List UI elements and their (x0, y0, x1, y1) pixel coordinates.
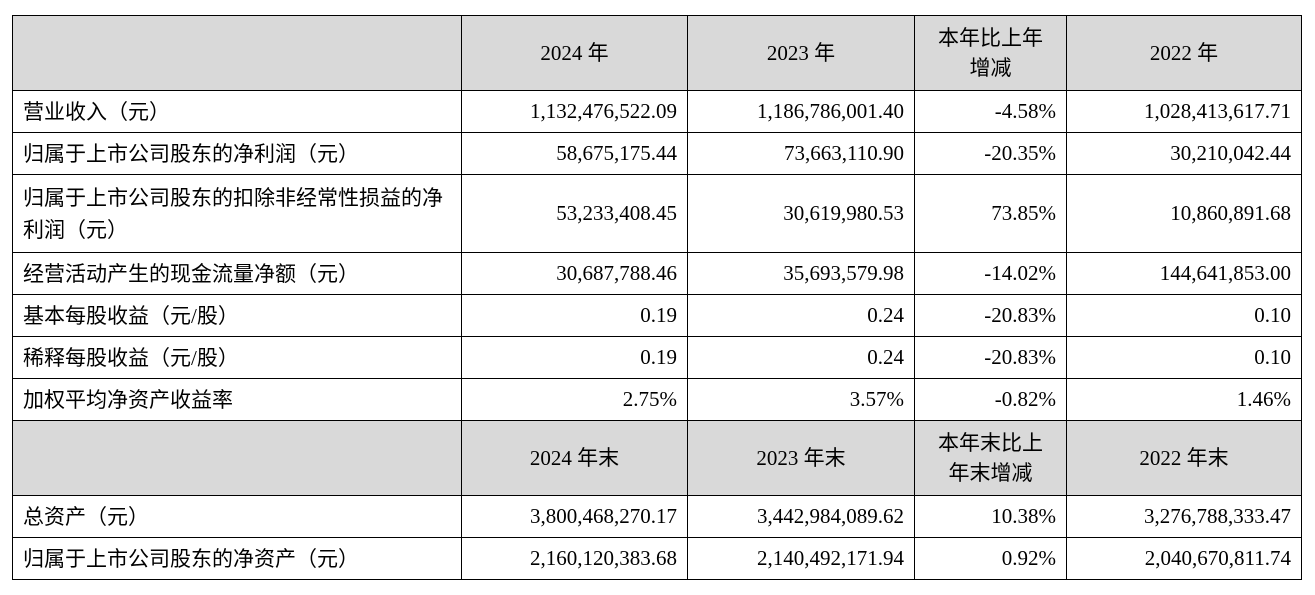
header-row-year-end: 2024 年末 2023 年末 本年末比上年末增减 2022 年末 (12, 420, 1302, 496)
row-label: 营业收入（元） (12, 90, 462, 133)
cell-2023: 73,663,110.90 (687, 132, 915, 175)
header-blank-cell (12, 420, 462, 496)
cell-2024: 53,233,408.45 (461, 174, 688, 253)
cell-2023: 0.24 (687, 294, 915, 337)
cell-change: -20.35% (914, 132, 1067, 175)
header-2023: 2023 年 (687, 15, 915, 91)
cell-2023-end: 2,140,492,171.94 (687, 537, 915, 580)
cell-2022: 0.10 (1066, 294, 1302, 337)
cell-2022: 30,210,042.44 (1066, 132, 1302, 175)
row-label: 总资产（元） (12, 495, 462, 538)
header-2023-end: 2023 年末 (687, 420, 915, 496)
header-2022: 2022 年 (1066, 15, 1302, 91)
header-blank-cell (12, 15, 462, 91)
table-row: 总资产（元） 3,800,468,270.17 3,442,984,089.62… (12, 495, 1302, 538)
table-row: 归属于上市公司股东的净利润（元） 58,675,175.44 73,663,11… (12, 132, 1302, 175)
cell-2024: 1,132,476,522.09 (461, 90, 688, 133)
cell-2024: 0.19 (461, 336, 688, 379)
header-change: 本年比上年增减 (914, 15, 1067, 91)
row-label: 稀释每股收益（元/股） (12, 336, 462, 379)
table-row: 加权平均净资产收益率 2.75% 3.57% -0.82% 1.46% (12, 378, 1302, 421)
cell-2023: 35,693,579.98 (687, 252, 915, 295)
cell-2023: 30,619,980.53 (687, 174, 915, 253)
cell-2022: 144,641,853.00 (1066, 252, 1302, 295)
cell-2023: 3.57% (687, 378, 915, 421)
cell-2024-end: 2,160,120,383.68 (461, 537, 688, 580)
table-row: 基本每股收益（元/股） 0.19 0.24 -20.83% 0.10 (12, 294, 1302, 337)
cell-2022-end: 3,276,788,333.47 (1066, 495, 1302, 538)
row-label: 归属于上市公司股东的扣除非经常性损益的净利润（元） (12, 174, 462, 253)
table-row: 归属于上市公司股东的净资产（元） 2,160,120,383.68 2,140,… (12, 537, 1302, 580)
row-label: 加权平均净资产收益率 (12, 378, 462, 421)
header-2024: 2024 年 (461, 15, 688, 91)
cell-change: -0.82% (914, 378, 1067, 421)
header-2024-end: 2024 年末 (461, 420, 688, 496)
cell-change: -20.83% (914, 294, 1067, 337)
table-row: 稀释每股收益（元/股） 0.19 0.24 -20.83% 0.10 (12, 336, 1302, 379)
header-row-annual: 2024 年 2023 年 本年比上年增减 2022 年 (12, 15, 1302, 91)
row-label: 归属于上市公司股东的净利润（元） (12, 132, 462, 175)
cell-change: -14.02% (914, 252, 1067, 295)
table-row: 归属于上市公司股东的扣除非经常性损益的净利润（元） 53,233,408.45 … (12, 174, 1302, 253)
cell-change-end: 10.38% (914, 495, 1067, 538)
table-row: 营业收入（元） 1,132,476,522.09 1,186,786,001.4… (12, 90, 1302, 133)
cell-2024: 0.19 (461, 294, 688, 337)
cell-change: 73.85% (914, 174, 1067, 253)
cell-2022: 1,028,413,617.71 (1066, 90, 1302, 133)
cell-2023: 1,186,786,001.40 (687, 90, 915, 133)
table-row: 经营活动产生的现金流量净额（元） 30,687,788.46 35,693,57… (12, 252, 1302, 295)
cell-2024: 2.75% (461, 378, 688, 421)
cell-2022-end: 2,040,670,811.74 (1066, 537, 1302, 580)
cell-2024-end: 3,800,468,270.17 (461, 495, 688, 538)
row-label: 经营活动产生的现金流量净额（元） (12, 252, 462, 295)
cell-2023-end: 3,442,984,089.62 (687, 495, 915, 538)
cell-2022: 10,860,891.68 (1066, 174, 1302, 253)
row-label: 基本每股收益（元/股） (12, 294, 462, 337)
row-label: 归属于上市公司股东的净资产（元） (12, 537, 462, 580)
financial-summary-table: 2024 年 2023 年 本年比上年增减 2022 年 营业收入（元） 1,1… (12, 15, 1302, 580)
cell-2022: 1.46% (1066, 378, 1302, 421)
cell-change-end: 0.92% (914, 537, 1067, 580)
header-change-end: 本年末比上年末增减 (914, 420, 1067, 496)
cell-2023: 0.24 (687, 336, 915, 379)
header-2022-end: 2022 年末 (1066, 420, 1302, 496)
cell-change: -4.58% (914, 90, 1067, 133)
cell-2024: 30,687,788.46 (461, 252, 688, 295)
cell-2024: 58,675,175.44 (461, 132, 688, 175)
cell-2022: 0.10 (1066, 336, 1302, 379)
cell-change: -20.83% (914, 336, 1067, 379)
